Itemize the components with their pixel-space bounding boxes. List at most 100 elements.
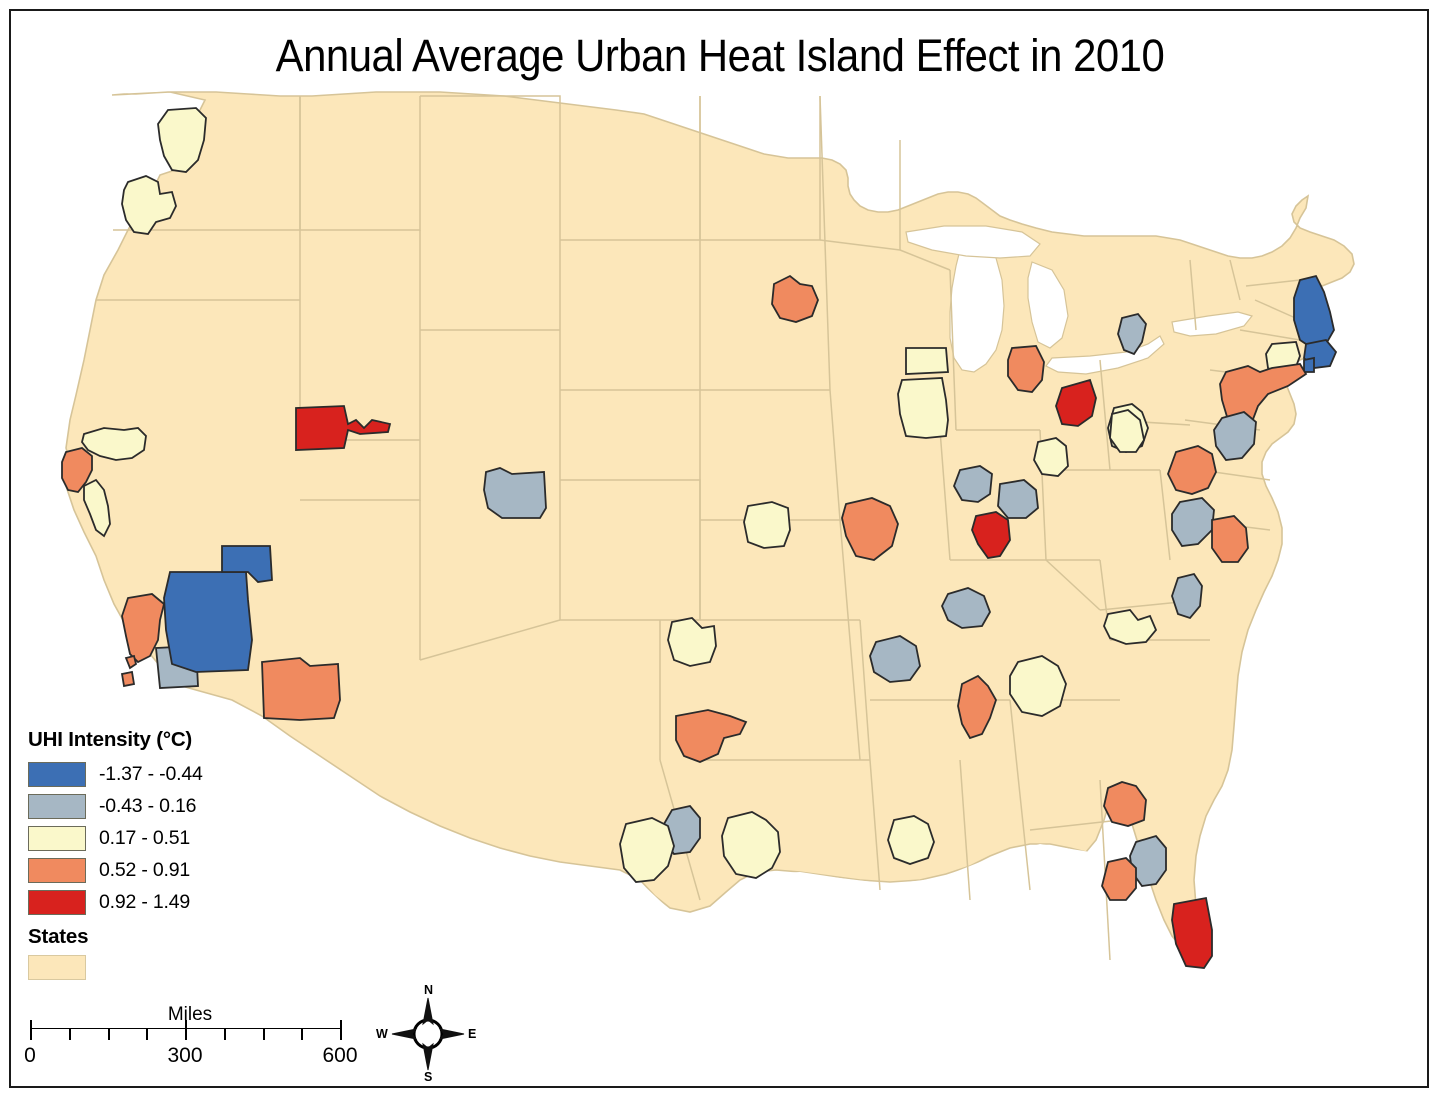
metro-baltimore[interactable]: [1167, 445, 1217, 495]
compass-circle: [412, 1018, 444, 1050]
scale-tick: [68, 1028, 71, 1040]
compass-label-south: S: [424, 1070, 433, 1084]
scale-tick: [223, 1028, 226, 1040]
metro-providence-tail[interactable]: [1303, 356, 1315, 373]
scale-tick: [30, 1020, 32, 1040]
metro-houston[interactable]: [721, 811, 781, 879]
lake-huron: [1027, 261, 1069, 349]
metro-louisville[interactable]: [971, 511, 1011, 559]
metro-denver[interactable]: [483, 467, 547, 519]
metro-philadelphia[interactable]: [1213, 411, 1257, 461]
metro-st-george[interactable]: [221, 545, 273, 583]
lake-michigan: [949, 239, 1005, 373]
metro-washington-dc[interactable]: [1171, 497, 1215, 547]
metro-dallas[interactable]: [675, 709, 748, 763]
metro-atlanta[interactable]: [1009, 655, 1067, 717]
metro-kansas-city[interactable]: [743, 501, 791, 549]
compass-needle-south: [422, 1042, 434, 1071]
metro-birmingham[interactable]: [957, 674, 997, 740]
metro-buffalo[interactable]: [1117, 312, 1147, 356]
scale-tick-label: 0: [24, 1044, 36, 1067]
metro-san-francisco[interactable]: [61, 447, 93, 493]
scale-tick: [185, 1020, 187, 1040]
compass-needle-east: [438, 1028, 465, 1040]
legend-item-class-4[interactable]: 0.52 - 0.91: [28, 855, 258, 885]
legend-item-class-5[interactable]: 0.92 - 1.49: [28, 887, 258, 917]
legend-swatch-class-3: [28, 825, 86, 851]
metro-charlotte[interactable]: [1103, 609, 1158, 645]
scale-units-label: Miles: [167, 1004, 213, 1025]
legend-swatch-class-2: [28, 793, 86, 819]
metro-boston[interactable]: [1293, 274, 1335, 349]
legend-swatch-states: [28, 955, 86, 980]
conus-land: [65, 91, 1355, 962]
metro-memphis[interactable]: [869, 635, 921, 683]
scale-tick: [301, 1028, 304, 1040]
scale-tick-label: 600: [322, 1044, 358, 1067]
metro-jacksonville[interactable]: [1103, 781, 1147, 827]
metro-detroit[interactable]: [1055, 378, 1097, 427]
metro-san-jose[interactable]: [83, 478, 111, 538]
legend-item-class-3[interactable]: 0.17 - 0.51: [28, 823, 258, 853]
metro-salt-lake-city[interactable]: [295, 405, 392, 451]
scale-tick: [146, 1028, 149, 1040]
legend-states-title: States: [28, 925, 89, 948]
scale-tick: [262, 1028, 265, 1040]
metro-milwaukee[interactable]: [905, 347, 949, 375]
metro-sacramento[interactable]: [81, 427, 147, 461]
legend-label-class-2: -0.43 - 0.16: [99, 794, 197, 817]
metro-grand-rapids[interactable]: [1007, 345, 1045, 393]
metro-tampa[interactable]: [1101, 857, 1137, 901]
metro-oklahoma-city[interactable]: [667, 617, 717, 667]
metro-raleigh[interactable]: [1171, 572, 1203, 620]
metro-orlando[interactable]: [1129, 834, 1167, 887]
compass-rose: N E S W: [376, 983, 480, 1084]
legend-item-class-1[interactable]: -1.37 - -0.44: [28, 759, 258, 789]
metro-pittsburgh[interactable]: [1109, 409, 1145, 453]
metro-areas[interactable]: [61, 107, 1338, 969]
legend-label-class-3: 0.17 - 0.51: [99, 826, 191, 849]
gulf-of-mexico: [640, 844, 1090, 1000]
metro-phoenix[interactable]: [261, 657, 341, 721]
lake-erie: [1045, 335, 1165, 375]
metro-richmond[interactable]: [1211, 515, 1249, 563]
legend-swatch-class-1: [28, 761, 86, 787]
metro-los-angeles[interactable]: [121, 593, 166, 664]
metro-columbus[interactable]: [997, 479, 1039, 519]
metro-la-islands[interactable]: [120, 654, 138, 688]
legend-label-class-5: 0.92 - 1.49: [99, 890, 191, 913]
metro-new-orleans[interactable]: [887, 815, 935, 865]
compass-needle-west: [391, 1028, 418, 1040]
metro-miami[interactable]: [1171, 896, 1213, 969]
compass-needle-north: [422, 997, 434, 1026]
legend-item-class-2[interactable]: -0.43 - 0.16: [28, 791, 258, 821]
lake-ontario: [1171, 311, 1254, 337]
legend-label-class-4: 0.52 - 0.91: [99, 858, 191, 881]
map-legend: UHI Intensity (°C) -1.37 - -0.44 -0.43 -…: [28, 728, 258, 980]
metro-nashville[interactable]: [941, 587, 991, 629]
legend-title: UHI Intensity (°C): [28, 728, 193, 751]
legend-swatch-class-4: [28, 857, 86, 883]
metro-minneapolis[interactable]: [771, 274, 819, 323]
scale-tick: [340, 1020, 342, 1040]
metro-las-vegas[interactable]: [163, 571, 253, 673]
metro-seattle[interactable]: [157, 107, 207, 173]
scale-tick-label: 300: [167, 1044, 203, 1067]
metro-st-louis[interactable]: [841, 497, 899, 561]
metro-portland[interactable]: [121, 175, 177, 235]
legend-label-class-1: -1.37 - -0.44: [99, 762, 203, 785]
compass-label-east: E: [468, 1027, 477, 1041]
scale-bar: Miles 0 300 600: [24, 1004, 357, 1076]
metro-chicago[interactable]: [897, 377, 949, 439]
compass-graphic: [391, 997, 465, 1071]
scale-tick: [107, 1028, 110, 1040]
metro-san-antonio[interactable]: [619, 817, 675, 883]
compass-label-north: N: [424, 983, 434, 997]
state-boundaries: [96, 95, 1301, 961]
metro-dayton[interactable]: [1033, 437, 1069, 477]
metro-indianapolis[interactable]: [953, 465, 993, 503]
lake-superior: [905, 225, 1041, 259]
legend-swatch-class-5: [28, 889, 86, 915]
